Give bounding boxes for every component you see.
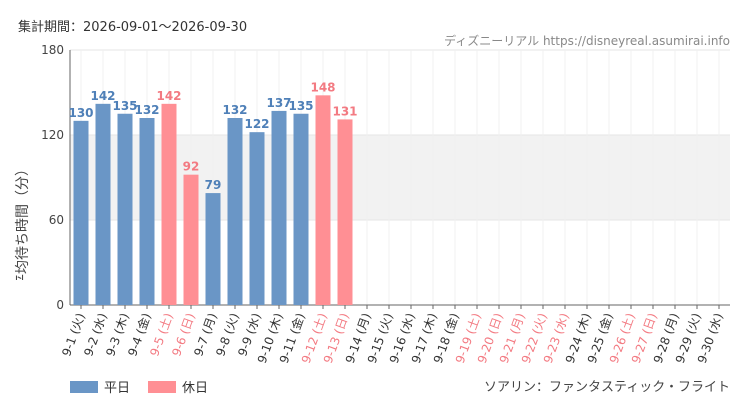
y-tick-label: 60 — [49, 213, 64, 227]
y-tick-label: 0 — [56, 298, 64, 312]
legend-holiday-label: 休日 — [182, 381, 209, 396]
data-label: 122 — [244, 117, 269, 131]
bar — [183, 174, 199, 305]
shaded-band — [70, 135, 730, 220]
y-tick-label: 120 — [41, 128, 64, 142]
data-label: 131 — [332, 104, 357, 118]
legend: 平日 休日 — [70, 377, 208, 396]
bar — [95, 103, 111, 305]
bar — [205, 193, 221, 305]
data-label: 142 — [156, 89, 181, 103]
data-label: 137 — [266, 96, 291, 110]
legend-holiday-swatch — [148, 380, 177, 393]
source-label: ディズニーリアル https://disneyreal.asumirai.inf… — [444, 34, 730, 48]
bar — [73, 120, 89, 305]
data-label: 79 — [205, 178, 222, 192]
legend-weekday-swatch — [70, 380, 98, 393]
legend-weekday: 平日 — [70, 377, 130, 396]
bar — [117, 113, 133, 305]
y-tick-label: 180 — [41, 43, 64, 57]
bar — [139, 118, 155, 305]
attraction-name: ソアリン：ファンタスティック・フライト — [484, 380, 730, 395]
data-label: 142 — [90, 89, 115, 103]
data-label: 92 — [183, 160, 200, 174]
bar — [271, 110, 287, 306]
bar — [249, 132, 265, 305]
period-label: 集計期間：2026-09-01〜2026-09-30 — [18, 20, 248, 35]
legend-holiday: 休日 — [148, 377, 208, 396]
y-axis-title-text: 平均待ち時間（分） — [15, 170, 31, 280]
bar — [227, 118, 243, 305]
bar — [161, 103, 177, 305]
bar — [337, 119, 353, 306]
data-label: 130 — [68, 106, 93, 120]
data-label: 132 — [222, 103, 247, 117]
legend-weekday-label: 平日 — [104, 381, 131, 396]
data-label: 135 — [112, 99, 137, 113]
data-label: 132 — [134, 103, 159, 117]
data-label: 148 — [310, 80, 335, 94]
y-axis-title: 平均待ち時間（分） — [15, 170, 31, 280]
data-label: 135 — [288, 99, 313, 113]
bar — [315, 95, 331, 305]
bar — [293, 113, 309, 305]
